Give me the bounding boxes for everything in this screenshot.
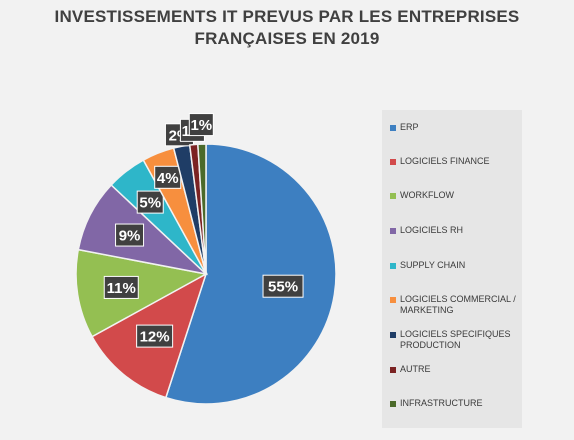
chart-title-line-2: FRANÇAISES EN 2019 (194, 29, 380, 48)
data-label-box-3 (103, 275, 139, 299)
data-label-3: 11% (107, 280, 136, 297)
chart-legend: ERP LOGICIELS FINANCE WORKFLOW LOGICIELS RH… (382, 110, 522, 428)
legend-label-7: LOGICIELS SPECIFIQUES PRODUCTION (400, 329, 511, 350)
legend-swatch-6 (390, 297, 396, 303)
legend-label-5: SUPPLY CHAIN (400, 260, 466, 270)
legend-swatch-5 (390, 263, 396, 269)
legend-label-9: INFRASTRUCTURE (400, 398, 483, 408)
legend-swatch-3 (390, 193, 396, 199)
data-label-9: 1% (190, 117, 212, 134)
legend-label-8: AUTRE (400, 364, 431, 374)
data-label-5: 5% (139, 195, 161, 212)
legend-label-2: LOGICIELS FINANCE (400, 156, 490, 166)
legend-swatch-2 (390, 159, 396, 165)
data-label-4: 9% (119, 228, 141, 245)
legend-swatch-9 (390, 401, 396, 407)
legend-swatch-7 (390, 332, 396, 338)
legend-label-3: WORKFLOW (400, 190, 454, 200)
legend-swatch-8 (390, 367, 396, 373)
pie-slice-1 (164, 143, 337, 405)
data-label-2: 12% (140, 329, 170, 346)
legend-label-4: LOGICIELS RH (400, 225, 464, 235)
data-label-box-4 (115, 223, 145, 247)
legend-swatch-1 (390, 125, 396, 131)
legend-label-6: LOGICIELS COMMERCIAL / MARKETING (400, 294, 516, 315)
legend-swatch-4 (390, 228, 396, 234)
pie-slice-9 (197, 143, 207, 275)
data-label-1: 55% (268, 279, 298, 296)
data-label-box-2 (136, 324, 174, 348)
pie-slice-3 (75, 248, 209, 338)
data-label-box-1 (262, 274, 304, 298)
legend-label-1: ERP (400, 122, 419, 132)
data-label-box-5 (136, 190, 164, 214)
data-label-6: 4% (157, 170, 179, 187)
chart-title-line-1: INVESTISSEMENTS IT PREVUS PAR LES ENTREP… (54, 7, 520, 26)
data-label-box-9 (188, 113, 214, 137)
